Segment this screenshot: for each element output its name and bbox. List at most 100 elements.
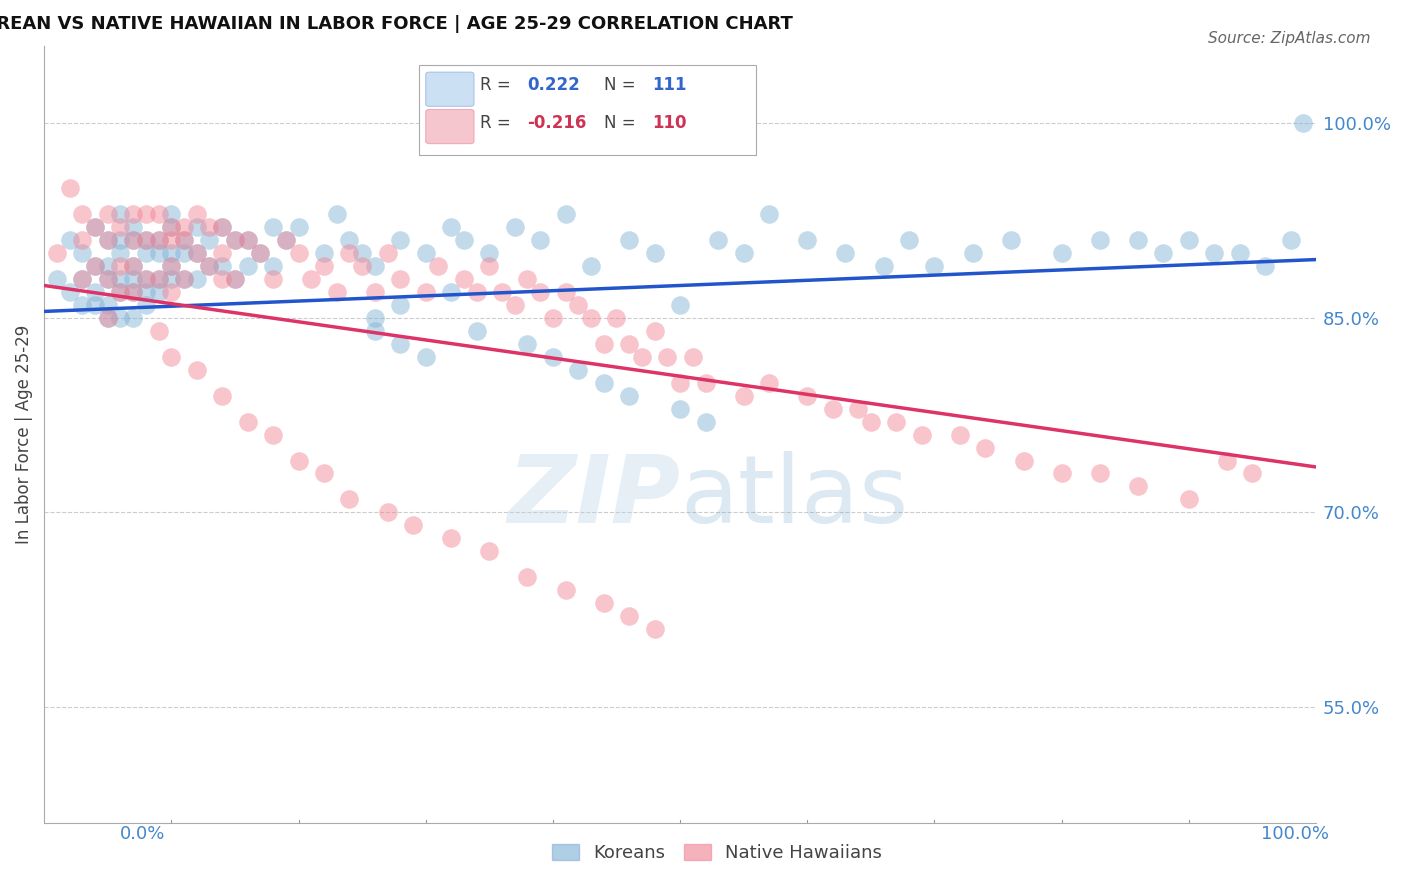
Point (440, 220, 463, 235)
Point (135, 233, 157, 247)
Point (592, 596, 614, 610)
Point (364, 310, 387, 325)
Point (211, 389, 233, 403)
Text: 100.0%: 100.0% (1261, 825, 1329, 843)
Point (619, 609, 641, 624)
Point (312, 246, 335, 260)
Text: 110: 110 (652, 113, 686, 132)
Point (695, 415, 717, 429)
Point (415, 246, 437, 260)
Point (186, 363, 208, 377)
Point (122, 259, 145, 273)
Point (682, 350, 704, 364)
FancyBboxPatch shape (426, 110, 474, 144)
Point (262, 259, 284, 273)
Point (884, 415, 907, 429)
Text: R =: R = (481, 77, 516, 95)
Point (236, 233, 259, 247)
Point (503, 220, 526, 235)
Point (962, 246, 984, 260)
Point (122, 285, 145, 299)
Point (97, 272, 120, 286)
Point (110, 272, 132, 286)
Point (97, 233, 120, 247)
Point (503, 298, 526, 312)
Point (377, 246, 399, 260)
Point (262, 272, 284, 286)
Point (567, 298, 589, 312)
Point (160, 220, 183, 235)
Point (122, 259, 145, 273)
Point (821, 401, 844, 416)
Point (110, 233, 132, 247)
Point (516, 570, 538, 584)
Point (669, 298, 692, 312)
Point (592, 376, 614, 390)
Point (148, 272, 170, 286)
Point (516, 336, 538, 351)
Point (669, 376, 692, 390)
Point (644, 324, 666, 338)
Point (1126, 233, 1149, 247)
Point (453, 272, 475, 286)
Text: N =: N = (603, 113, 641, 132)
Point (619, 389, 641, 403)
Point (554, 583, 576, 598)
Point (135, 246, 157, 260)
Point (84, 259, 107, 273)
Point (299, 272, 322, 286)
Point (478, 246, 501, 260)
Point (529, 233, 551, 247)
Point (859, 415, 882, 429)
Point (733, 246, 755, 260)
Point (148, 233, 170, 247)
Point (1152, 246, 1174, 260)
Point (122, 207, 145, 221)
Point (1254, 259, 1277, 273)
Point (122, 233, 145, 247)
Point (657, 350, 679, 364)
Point (1241, 467, 1264, 481)
Text: ZIP: ZIP (508, 450, 681, 543)
Point (186, 246, 208, 260)
Point (186, 207, 208, 221)
Point (186, 246, 208, 260)
Point (312, 467, 335, 481)
Point (148, 207, 170, 221)
Point (211, 272, 233, 286)
Text: atlas: atlas (681, 450, 908, 543)
Point (1050, 467, 1073, 481)
Point (173, 233, 195, 247)
Point (110, 246, 132, 260)
Point (352, 246, 374, 260)
Point (84, 298, 107, 312)
Point (97, 298, 120, 312)
Point (58, 233, 80, 247)
Point (974, 441, 997, 455)
Point (389, 298, 412, 312)
Point (389, 336, 412, 351)
Point (415, 285, 437, 299)
Point (644, 622, 666, 636)
Point (160, 350, 183, 364)
Point (337, 246, 360, 260)
Point (644, 246, 666, 260)
Point (45, 246, 67, 260)
Point (440, 285, 463, 299)
Point (872, 259, 894, 273)
Point (619, 336, 641, 351)
Point (834, 246, 856, 260)
Point (110, 285, 132, 299)
Point (796, 233, 818, 247)
Point (758, 376, 780, 390)
Text: -0.216: -0.216 (527, 113, 586, 132)
Point (337, 233, 360, 247)
Point (72, 207, 94, 221)
Point (97, 310, 120, 325)
Point (198, 233, 221, 247)
Point (211, 246, 233, 260)
FancyBboxPatch shape (419, 65, 756, 154)
Point (758, 207, 780, 221)
Point (465, 324, 488, 338)
Point (249, 246, 271, 260)
